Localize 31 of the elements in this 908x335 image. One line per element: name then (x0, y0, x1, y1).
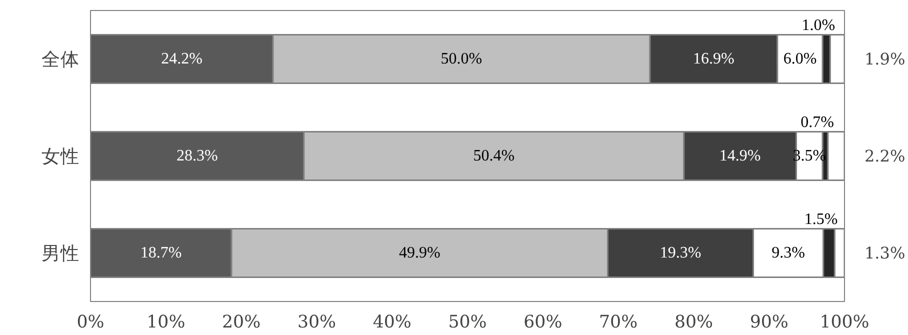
x-tick-label: 70% (599, 312, 638, 332)
data-label: 50.4% (473, 148, 515, 164)
data-label: 49.9% (398, 244, 440, 262)
data-label: 1.9% (864, 50, 906, 68)
x-tick-label: 80% (674, 312, 713, 332)
data-label: 1.3% (864, 244, 906, 262)
data-label: 9.3% (772, 244, 805, 262)
y-tick-label: 男性 (42, 242, 80, 264)
data-label: 18.7% (140, 244, 182, 262)
data-label: 19.3% (660, 244, 702, 262)
data-label: 24.2% (161, 50, 202, 68)
x-tick-label: 60% (524, 312, 562, 332)
data-label: 0.7% (800, 114, 834, 131)
x-tick-label: 40% (372, 312, 412, 332)
x-tick-label: 90% (750, 312, 788, 332)
data-label: 1.0% (802, 16, 836, 34)
x-tick-label: 10% (146, 312, 186, 332)
x-tick-label: 0% (76, 312, 104, 332)
x-tick-label: 50% (448, 312, 487, 332)
data-label: 2.2% (864, 146, 906, 166)
data-label: 28.3% (176, 148, 218, 164)
x-tick-label: 20% (222, 312, 261, 332)
y-tick-label: 全体 (42, 48, 80, 70)
data-label: 14.9% (719, 148, 761, 164)
y-tick-label: 女性 (42, 146, 80, 166)
data-label: 50.0% (440, 50, 482, 68)
x-tick-label: 100% (820, 312, 870, 332)
data-label: 16.9% (693, 50, 734, 68)
x-tick-label: 30% (297, 312, 336, 332)
data-label: 1.5% (804, 210, 838, 228)
data-label: 6.0% (783, 50, 817, 68)
